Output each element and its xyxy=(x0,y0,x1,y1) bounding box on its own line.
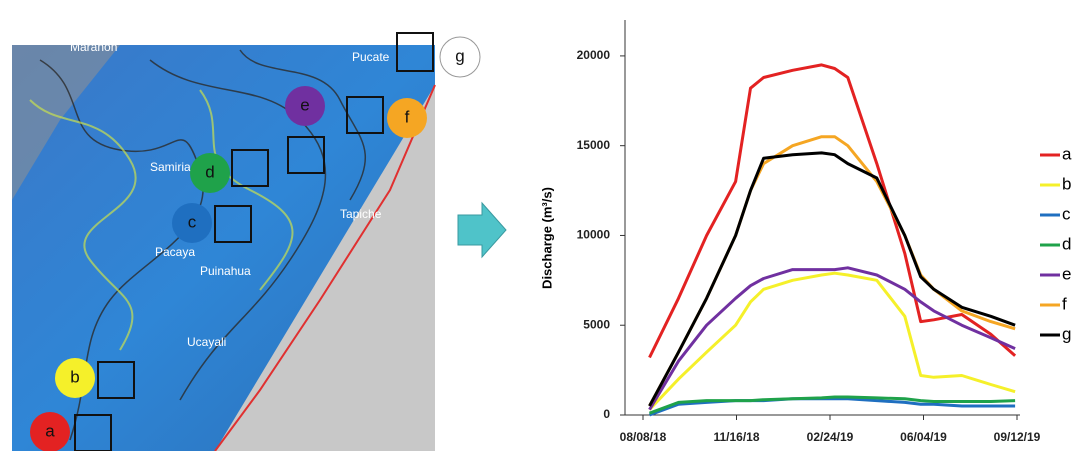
x-tick-label: 06/04/19 xyxy=(900,430,947,444)
x-tick-label: 08/08/18 xyxy=(620,430,667,444)
legend-label: f xyxy=(1062,294,1067,313)
series-line xyxy=(650,137,1016,406)
y-tick-label: 20000 xyxy=(577,48,611,62)
site-label: e xyxy=(300,95,309,114)
legend-label: d xyxy=(1062,234,1071,253)
y-axis-label: Discharge (m³/s) xyxy=(539,187,554,289)
legend-label: b xyxy=(1062,174,1071,193)
map-label: Maranon xyxy=(70,40,117,54)
site-label: a xyxy=(45,421,55,440)
x-tick-label: 02/24/19 xyxy=(807,430,854,444)
site-label: b xyxy=(70,367,79,386)
site-label: f xyxy=(405,107,410,126)
y-tick-label: 15000 xyxy=(577,138,611,152)
map-label: Pacaya xyxy=(155,245,195,259)
map-label: Samiria xyxy=(150,160,191,174)
legend-label: e xyxy=(1062,264,1071,283)
site-label: d xyxy=(205,162,214,181)
legend-label: c xyxy=(1062,204,1071,223)
chart: Discharge (m³/s) xyxy=(539,20,1020,415)
x-tick-label: 09/12/19 xyxy=(994,430,1041,444)
series-line xyxy=(650,153,1016,406)
y-tick-label: 0 xyxy=(603,407,610,421)
map-label: Pucate xyxy=(352,50,390,64)
x-tick-label: 11/16/18 xyxy=(713,430,759,444)
site-label: c xyxy=(188,212,197,231)
figure: Maranon Pucate Samiria Pacaya Puinahua U… xyxy=(0,0,1074,451)
legend-label: a xyxy=(1062,144,1072,163)
legend-label: g xyxy=(1062,324,1071,343)
site-label: g xyxy=(455,46,464,65)
y-tick-label: 10000 xyxy=(577,228,611,242)
arrow xyxy=(458,203,506,257)
series-line xyxy=(650,273,1016,409)
map-label: Tapiche xyxy=(340,207,382,221)
map-label: Puinahua xyxy=(200,264,251,278)
map-label: Ucayali xyxy=(187,335,226,349)
series-line xyxy=(650,268,1016,410)
y-tick-label: 5000 xyxy=(583,317,610,331)
series-line xyxy=(650,65,1016,358)
